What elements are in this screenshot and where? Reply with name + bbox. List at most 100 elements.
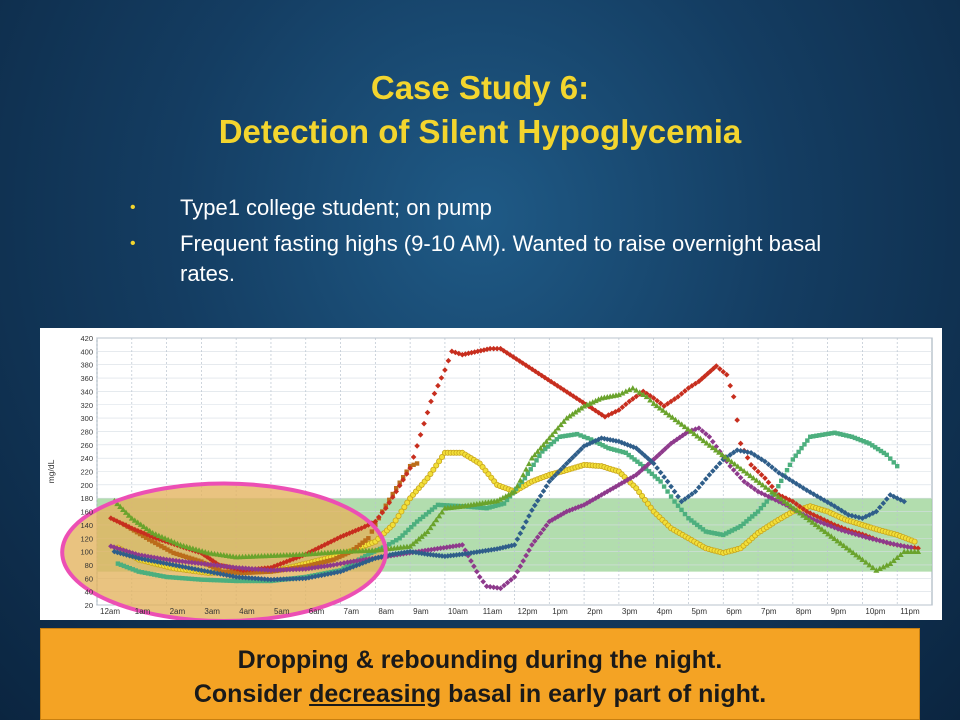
data-point bbox=[678, 421, 685, 427]
data-point bbox=[161, 574, 166, 579]
data-point bbox=[891, 460, 896, 465]
bullet-dot-icon: • bbox=[130, 199, 136, 216]
data-point bbox=[474, 348, 481, 355]
data-point bbox=[436, 513, 443, 519]
data-point bbox=[264, 576, 271, 583]
data-point bbox=[894, 542, 901, 548]
data-point bbox=[554, 383, 561, 389]
data-point bbox=[727, 463, 734, 469]
data-point bbox=[153, 540, 158, 546]
data-point bbox=[525, 460, 532, 467]
data-point bbox=[859, 556, 866, 563]
data-point bbox=[180, 575, 185, 581]
data-point bbox=[800, 506, 807, 512]
data-point bbox=[118, 562, 124, 567]
y-tick-label: 340 bbox=[80, 387, 93, 396]
data-point bbox=[517, 477, 524, 483]
data-point bbox=[560, 418, 567, 424]
data-point bbox=[713, 363, 720, 369]
data-point bbox=[334, 561, 340, 568]
data-point bbox=[762, 484, 769, 490]
data-point bbox=[569, 411, 576, 417]
data-point bbox=[140, 533, 146, 539]
data-point bbox=[357, 557, 363, 564]
data-point bbox=[420, 514, 426, 519]
data-point bbox=[765, 486, 772, 493]
data-point bbox=[328, 538, 334, 545]
data-point bbox=[412, 538, 419, 544]
data-point bbox=[158, 533, 165, 540]
data-point bbox=[668, 494, 674, 499]
data-point bbox=[720, 456, 727, 463]
data-point bbox=[406, 527, 411, 533]
callout-underlined-word: decreasing bbox=[309, 680, 442, 708]
data-point bbox=[447, 503, 453, 508]
data-point bbox=[111, 548, 118, 555]
data-point bbox=[787, 502, 794, 509]
y-axis-label: mg/dL bbox=[46, 459, 56, 483]
highlight-region-fill bbox=[62, 483, 386, 620]
data-point bbox=[520, 471, 527, 478]
data-point bbox=[379, 509, 386, 516]
data-point bbox=[709, 530, 714, 535]
data-point bbox=[554, 437, 560, 442]
data-point bbox=[575, 449, 582, 455]
x-tick-label: 8am bbox=[378, 607, 394, 616]
data-point bbox=[653, 402, 660, 409]
data-point bbox=[508, 542, 515, 549]
slide-title: Case Study 6: Detection of Silent Hypogl… bbox=[0, 66, 960, 154]
y-tick-label: 400 bbox=[80, 347, 93, 356]
data-point bbox=[242, 574, 249, 581]
data-point bbox=[531, 462, 536, 468]
data-point bbox=[800, 512, 807, 518]
data-point bbox=[696, 484, 702, 491]
data-point bbox=[697, 435, 704, 441]
data-point bbox=[424, 475, 431, 482]
data-point bbox=[814, 493, 820, 499]
data-point bbox=[728, 458, 735, 465]
data-point bbox=[173, 575, 179, 580]
data-point bbox=[529, 507, 535, 514]
data-point bbox=[476, 548, 483, 555]
data-point bbox=[247, 570, 252, 575]
data-point bbox=[233, 574, 239, 580]
data-point bbox=[880, 500, 887, 507]
data-point bbox=[243, 578, 248, 584]
data-point bbox=[290, 575, 296, 582]
data-point bbox=[322, 559, 327, 565]
data-point bbox=[897, 542, 904, 549]
data-point bbox=[230, 578, 236, 584]
data-point bbox=[204, 561, 211, 568]
data-point bbox=[159, 544, 164, 549]
data-point bbox=[155, 572, 160, 578]
data-point bbox=[162, 545, 167, 551]
data-point bbox=[779, 478, 784, 484]
data-point bbox=[141, 530, 147, 537]
data-point bbox=[114, 549, 121, 556]
data-point bbox=[633, 387, 640, 393]
data-point bbox=[126, 552, 133, 559]
data-point bbox=[162, 538, 169, 545]
data-point bbox=[375, 554, 382, 561]
data-point bbox=[824, 499, 831, 506]
data-point bbox=[481, 505, 486, 511]
data-point bbox=[122, 509, 129, 515]
data-point bbox=[592, 495, 599, 501]
data-point bbox=[762, 475, 768, 481]
data-point bbox=[911, 538, 918, 545]
data-point bbox=[369, 550, 374, 556]
y-tick-label: 300 bbox=[80, 414, 93, 423]
data-point bbox=[309, 565, 315, 571]
data-point bbox=[152, 572, 157, 577]
data-point bbox=[274, 567, 281, 573]
data-point bbox=[211, 577, 217, 583]
data-point bbox=[635, 459, 640, 464]
data-point bbox=[498, 502, 504, 507]
data-point bbox=[911, 544, 918, 551]
data-point bbox=[173, 562, 179, 569]
data-point bbox=[800, 485, 807, 491]
data-point bbox=[537, 445, 544, 451]
data-point bbox=[831, 503, 838, 510]
data-point bbox=[156, 542, 161, 547]
data-point bbox=[139, 570, 145, 575]
